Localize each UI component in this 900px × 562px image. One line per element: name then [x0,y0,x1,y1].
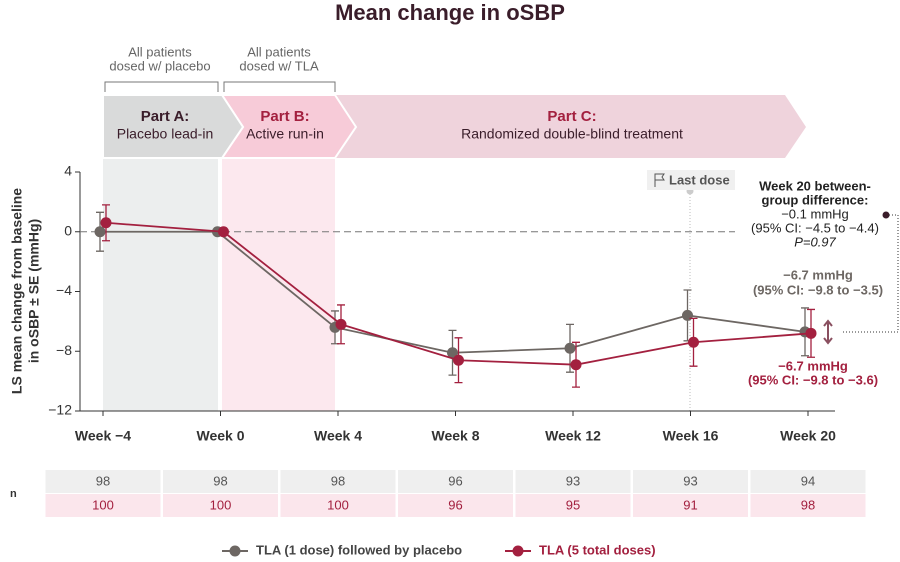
table-value: 100 [92,497,114,512]
x-tick-label: Week 8 [432,428,480,444]
table-cell [280,470,396,493]
y-tick-label: −12 [48,402,72,418]
data-point [453,354,464,366]
difference-text: Week 20 between- [759,178,871,193]
y-tick-label: −4 [56,282,72,298]
table-cell [750,470,866,493]
phase-subtitle: Active run-in [246,126,324,142]
last-dose-label: Last dose [669,172,730,187]
legend-label: TLA (5 total doses) [539,542,656,557]
data-point [94,226,106,238]
table-label: n [10,488,17,500]
table-value: 91 [683,497,697,512]
data-point [682,309,693,321]
phase-c-arrow [335,95,806,158]
table-value: 98 [96,473,110,488]
difference-text: P=0.97 [794,234,836,249]
difference-text: −0.1 mmHg [781,206,849,221]
table-value: 93 [566,473,580,488]
data-point [570,359,582,371]
y-tick-label: 4 [64,163,72,179]
bracket-label: All patients [247,44,311,59]
table-value: 98 [213,473,227,488]
table-value: 95 [566,497,580,512]
y-tick-label: 0 [64,222,72,238]
phase-title: Part C: [547,108,596,125]
phase-subtitle: Placebo lead-in [117,126,214,142]
phase-title: Part A: [141,108,190,125]
phase-subtitle: Randomized double-blind treatment [461,126,683,142]
x-tick-label: Week 16 [663,428,719,444]
data-point [447,347,458,359]
table-cell [163,494,278,517]
y-axis-label: in oSBP ± SE (mmHg) [26,219,42,363]
data-point [688,336,699,348]
table-value: 100 [210,497,232,512]
last-dose-box [647,170,735,190]
connector-dot [882,211,890,219]
table-cell [633,470,748,493]
table-value: 96 [448,473,462,488]
legend-marker [229,545,241,557]
chart-title: Mean change in oSBP [335,0,565,25]
table-value: 98 [801,497,815,512]
data-point [218,226,229,238]
table-cell [633,494,748,517]
table-value: 96 [448,497,462,512]
y-axis-label: LS mean change from baseline [9,188,25,394]
table-value: 94 [801,473,815,488]
table-cell [515,470,631,493]
endpoint-label: (95% CI: −9.8 to −3.6) [748,372,878,387]
table-value: 98 [331,473,345,488]
bracket-label: dosed w/ placebo [109,58,210,73]
table-cell [280,494,396,517]
flag-icon [654,173,665,187]
phase-b-shade [222,158,335,411]
table-cell [398,470,513,493]
bracket-label: dosed w/ TLA [239,58,319,73]
table-cell [750,494,866,517]
table-cell [398,494,513,517]
data-point [100,217,112,229]
data-point [805,327,817,339]
x-tick-label: Week 12 [545,428,601,444]
table-cell [515,494,631,517]
bracket [223,81,336,92]
phase-a-shade [103,158,218,411]
connector [842,214,899,333]
y-tick-label: −8 [56,342,72,358]
endpoint-label: (95% CI: −9.8 to −3.5) [753,282,883,297]
legend-label: TLA (1 dose) followed by placebo [256,542,462,557]
x-tick-label: Week 0 [197,428,245,444]
endpoint-label: −6.7 mmHg [783,267,853,282]
difference-text: group difference: [762,192,869,207]
x-tick-label: Week −4 [75,428,131,444]
data-point [564,342,576,354]
bracket-label: All patients [128,44,192,59]
table-value: 100 [327,497,349,512]
endpoint-label: −6.7 mmHg [778,358,848,373]
phase-a-arrow [102,94,245,159]
table-cell [45,470,161,493]
phase-title: Part B: [260,108,309,125]
table-cell [163,470,278,493]
x-tick-label: Week 20 [780,428,836,444]
legend-marker [512,545,524,557]
difference-text: (95% CI: −4.5 to −4.4) [751,220,879,235]
x-tick-label: Week 4 [314,428,362,444]
table-value: 93 [683,473,697,488]
data-point [335,318,347,330]
table-cell [45,494,161,517]
double-arrow [823,319,833,345]
bracket [104,81,219,92]
